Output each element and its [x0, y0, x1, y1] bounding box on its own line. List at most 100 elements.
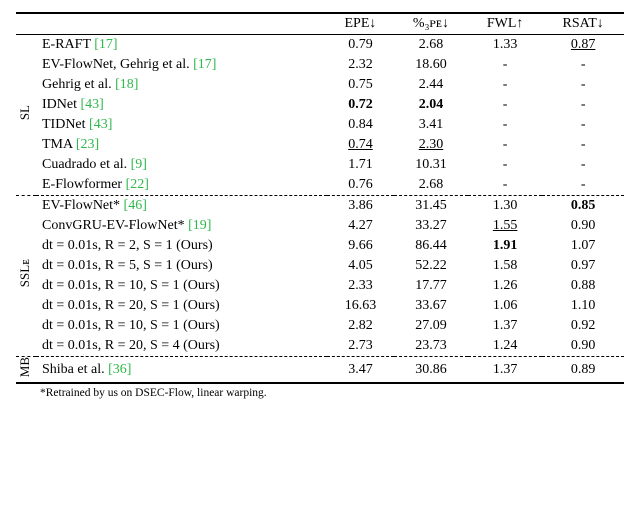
- method-cell: Gehrig et al. [18]: [36, 75, 327, 95]
- table-row: EV-FlowNet, Gehrig et al. [17] 2.32 18.6…: [16, 55, 624, 75]
- val-epe: 0.75: [327, 75, 394, 95]
- cite-link[interactable]: [9]: [131, 157, 147, 172]
- val-p3: 2.68: [394, 35, 468, 56]
- method-cell: EV-FlowNet, Gehrig et al. [17]: [36, 55, 327, 75]
- method-cell: dt = 0.01s, R = 20, S = 4 (Ours): [36, 336, 327, 357]
- col-rsat: RSAT↓: [542, 13, 624, 35]
- table-row: TMA [23] 0.74 2.30 - -: [16, 135, 624, 155]
- val-epe: 0.76: [327, 175, 394, 196]
- header-spacer-group: [16, 13, 36, 35]
- val-p3: 2.30: [394, 135, 468, 155]
- table-row: dt = 0.01s, R = 2, S = 1 (Ours) 9.66 86.…: [16, 236, 624, 256]
- results-table: EPE↓ %₃ᴘᴇ↓ FWL↑ RSAT↓ SL E-RAFT [17] 0.7…: [16, 12, 624, 384]
- method-name: TMA: [42, 137, 76, 152]
- val-p3: 86.44: [394, 236, 468, 256]
- method-name: dt = 0.01s, R = 2, S = 1 (Ours): [42, 238, 213, 253]
- val-epe: 2.32: [327, 55, 394, 75]
- method-name: EV-FlowNet*: [42, 198, 124, 213]
- val-epe: 0.72: [327, 95, 394, 115]
- group-label-ssle: SSLᴇ: [16, 196, 36, 357]
- val-rsat: 0.90: [542, 336, 624, 357]
- val-fwl: 1.37: [468, 357, 542, 384]
- val-fwl: -: [468, 55, 542, 75]
- cite-link[interactable]: [43]: [89, 117, 112, 132]
- method-name: ConvGRU-EV-FlowNet*: [42, 218, 188, 233]
- footnote: *Retrained by us on DSEC-Flow, linear wa…: [16, 384, 624, 399]
- val-rsat: -: [542, 135, 624, 155]
- table-row: dt = 0.01s, R = 5, S = 1 (Ours) 4.05 52.…: [16, 256, 624, 276]
- table-row: dt = 0.01s, R = 20, S = 1 (Ours) 16.63 3…: [16, 296, 624, 316]
- method-name: dt = 0.01s, R = 10, S = 1 (Ours): [42, 278, 220, 293]
- table-row: dt = 0.01s, R = 10, S = 1 (Ours) 2.82 27…: [16, 316, 624, 336]
- val-rsat: -: [542, 115, 624, 135]
- col-fwl: FWL↑: [468, 13, 542, 35]
- table-row: TIDNet [43] 0.84 3.41 - -: [16, 115, 624, 135]
- val-p3: 2.04: [394, 95, 468, 115]
- val-epe: 16.63: [327, 296, 394, 316]
- group-label-text: SSLᴇ: [17, 259, 32, 287]
- cite-link[interactable]: [18]: [115, 77, 138, 92]
- group-label-sl: SL: [16, 35, 36, 196]
- val-rsat: 0.88: [542, 276, 624, 296]
- method-name: EV-FlowNet, Gehrig et al.: [42, 57, 193, 72]
- col-epe: EPE↓: [327, 13, 394, 35]
- method-cell: IDNet [43]: [36, 95, 327, 115]
- val-rsat: 0.89: [542, 357, 624, 384]
- col-pct3pe: %₃ᴘᴇ↓: [394, 13, 468, 35]
- val-p3: 23.73: [394, 336, 468, 357]
- val-epe: 3.47: [327, 357, 394, 384]
- val-rsat: -: [542, 175, 624, 196]
- val-rsat: 0.92: [542, 316, 624, 336]
- val-epe: 0.79: [327, 35, 394, 56]
- val-fwl: 1.91: [468, 236, 542, 256]
- group-label-mb: MB: [16, 357, 36, 384]
- val-rsat: -: [542, 155, 624, 175]
- val-fwl: 1.06: [468, 296, 542, 316]
- val-fwl: 1.33: [468, 35, 542, 56]
- cite-link[interactable]: [17]: [193, 57, 216, 72]
- val-fwl: -: [468, 115, 542, 135]
- cite-link[interactable]: [46]: [124, 198, 147, 213]
- val-epe: 2.73: [327, 336, 394, 357]
- group-label-text: MB: [17, 357, 32, 377]
- val-fwl: -: [468, 175, 542, 196]
- val-p3: 52.22: [394, 256, 468, 276]
- val-p3: 30.86: [394, 357, 468, 384]
- table-row: E-Flowformer [22] 0.76 2.68 - -: [16, 175, 624, 196]
- table-row: ConvGRU-EV-FlowNet* [19] 4.27 33.27 1.55…: [16, 216, 624, 236]
- cite-link[interactable]: [23]: [76, 137, 99, 152]
- method-cell: dt = 0.01s, R = 10, S = 1 (Ours): [36, 276, 327, 296]
- method-cell: dt = 0.01s, R = 2, S = 1 (Ours): [36, 236, 327, 256]
- val-fwl: 1.55: [468, 216, 542, 236]
- val-epe: 0.84: [327, 115, 394, 135]
- cite-link[interactable]: [22]: [126, 177, 149, 192]
- method-name: Shiba et al.: [42, 362, 108, 377]
- val-rsat: -: [542, 95, 624, 115]
- val-p3: 31.45: [394, 196, 468, 217]
- cite-link[interactable]: [43]: [81, 97, 104, 112]
- cite-link[interactable]: [19]: [188, 218, 211, 233]
- group-label-text: SL: [17, 105, 32, 120]
- val-rsat: 0.97: [542, 256, 624, 276]
- val-p3: 2.68: [394, 175, 468, 196]
- cite-link[interactable]: [36]: [108, 362, 131, 377]
- val-p3: 17.77: [394, 276, 468, 296]
- method-cell: E-Flowformer [22]: [36, 175, 327, 196]
- table-row: Gehrig et al. [18] 0.75 2.44 - -: [16, 75, 624, 95]
- method-name: Gehrig et al.: [42, 77, 115, 92]
- method-cell: EV-FlowNet* [46]: [36, 196, 327, 217]
- method-cell: ConvGRU-EV-FlowNet* [19]: [36, 216, 327, 236]
- cite-link[interactable]: [17]: [94, 37, 117, 52]
- val-epe: 4.05: [327, 256, 394, 276]
- method-cell: E-RAFT [17]: [36, 35, 327, 56]
- table-row: Cuadrado et al. [9] 1.71 10.31 - -: [16, 155, 624, 175]
- method-cell: Shiba et al. [36]: [36, 357, 327, 384]
- val-p3: 3.41: [394, 115, 468, 135]
- method-name: Cuadrado et al.: [42, 157, 131, 172]
- val-p3: 2.44: [394, 75, 468, 95]
- val-fwl: -: [468, 135, 542, 155]
- val-rsat: 0.87: [542, 35, 624, 56]
- method-name: dt = 0.01s, R = 5, S = 1 (Ours): [42, 258, 213, 273]
- val-rsat: -: [542, 75, 624, 95]
- val-fwl: 1.26: [468, 276, 542, 296]
